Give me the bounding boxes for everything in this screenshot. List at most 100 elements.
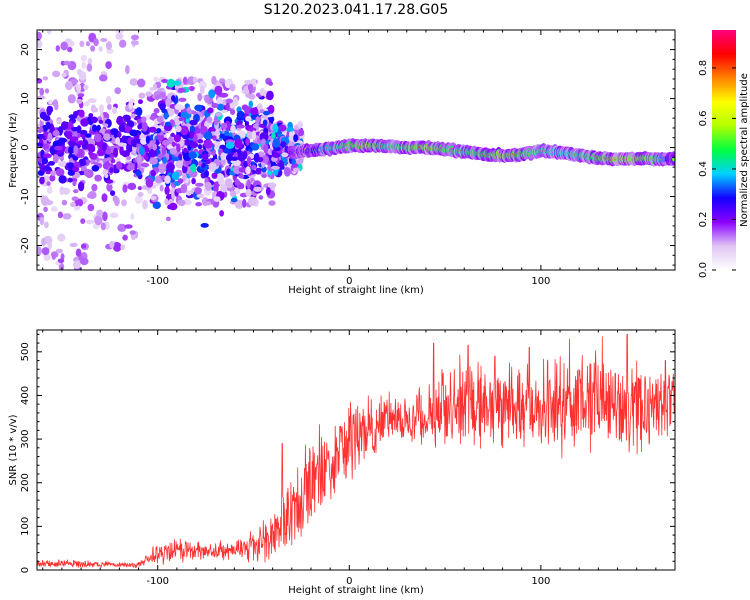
heatmap-cell xyxy=(248,100,254,108)
snr-ytick-label: 300 xyxy=(20,430,31,449)
heatmap-cell xyxy=(161,146,167,156)
heatmap-cell xyxy=(150,195,157,200)
heatmap-cell xyxy=(91,124,98,132)
heatmap-cell xyxy=(218,177,225,186)
heatmap-cell xyxy=(44,175,50,182)
heatmap-cell xyxy=(131,40,139,46)
heatmap-cell xyxy=(67,46,73,53)
heatmap-cell xyxy=(280,141,287,148)
heatmap-cell xyxy=(129,129,139,137)
heatmap-cell xyxy=(197,92,203,102)
heatmap-cell xyxy=(70,136,79,142)
spectrogram-ytick-label: 10 xyxy=(20,92,31,105)
heatmap-cell xyxy=(111,106,117,115)
colorbar-tick-label: 0.4 xyxy=(698,161,709,177)
heatmap-cell xyxy=(88,113,94,118)
heatmap-cell xyxy=(168,202,178,211)
heatmap-cell xyxy=(114,87,121,95)
heatmap-cell xyxy=(62,187,71,195)
heatmap-cell xyxy=(174,104,183,110)
heatmap-cell xyxy=(166,78,176,88)
heatmap-cell xyxy=(84,133,92,138)
heatmap-cell xyxy=(182,172,187,182)
heatmap-cell xyxy=(42,76,49,81)
heatmap-cell xyxy=(159,184,164,192)
heatmap-cell xyxy=(268,81,273,86)
heatmap-cell xyxy=(162,139,170,146)
heatmap-cell xyxy=(177,199,186,207)
heatmap-cell xyxy=(37,78,43,84)
heatmap-cell xyxy=(77,181,85,192)
heatmap-cell xyxy=(238,167,248,173)
heatmap-cell xyxy=(71,196,79,201)
heatmap-cell xyxy=(230,125,236,133)
heatmap-cell xyxy=(259,132,269,142)
heatmap-cell xyxy=(205,201,212,206)
heatmap-cell xyxy=(207,107,214,114)
heatmap-cell xyxy=(270,165,280,170)
heatmap-cell xyxy=(234,178,240,186)
heatmap-cell xyxy=(109,212,119,219)
heatmap-cell xyxy=(208,89,216,99)
heatmap-cell xyxy=(124,224,133,229)
heatmap-cell xyxy=(51,252,57,260)
heatmap-cell xyxy=(189,86,195,92)
heatmap-cell xyxy=(165,216,171,222)
heatmap-cell xyxy=(141,121,148,132)
heatmap-cell xyxy=(109,167,114,174)
snr-series-line xyxy=(37,333,675,569)
heatmap-cell xyxy=(232,165,242,175)
snr-panel: -100 0 100 0 100 200 300 400 500 Height of strai… xyxy=(8,329,676,596)
heatmap-cell xyxy=(68,146,74,155)
heatmap-cell xyxy=(243,160,248,169)
colorbar-label: Normalized spectral amplitude xyxy=(739,73,750,227)
heatmap-cell xyxy=(220,184,228,193)
heatmap-cell xyxy=(216,97,223,106)
heatmap-cell xyxy=(145,135,150,144)
heatmap-cell xyxy=(112,242,122,252)
heatmap-cell xyxy=(115,137,121,145)
heatmap-cell xyxy=(86,143,95,151)
heatmap-cell xyxy=(52,154,59,164)
heatmap-cell xyxy=(105,96,112,105)
heatmap-cell xyxy=(197,144,203,150)
heatmap-cell xyxy=(80,54,88,62)
spectrogram-ytick-label: -10 xyxy=(20,188,31,204)
heatmap-cell xyxy=(41,237,46,247)
heatmap-cell xyxy=(180,183,188,194)
heatmap-cell xyxy=(42,153,52,159)
heatmap-cell xyxy=(114,196,120,207)
colorbar-gradient xyxy=(712,30,736,270)
heatmap-cell xyxy=(142,199,148,210)
heatmap-cell xyxy=(100,222,106,231)
heatmap-cell xyxy=(37,246,42,256)
heatmap-cell xyxy=(171,171,180,181)
heatmap-cell xyxy=(73,161,81,167)
heatmap-cell xyxy=(106,41,112,51)
heatmap-cell xyxy=(122,184,128,193)
heatmap-cell xyxy=(66,162,75,170)
heatmap-cell xyxy=(149,157,158,165)
heatmap-cell xyxy=(262,119,268,127)
heatmap-cell xyxy=(109,240,115,249)
heatmap-cell xyxy=(161,79,169,83)
heatmap-cell xyxy=(77,140,85,146)
heatmap-cell xyxy=(232,96,239,107)
heatmap-cell xyxy=(57,258,65,264)
heatmap-cell xyxy=(248,196,257,207)
heatmap-cell xyxy=(76,98,83,104)
heatmap-cell xyxy=(148,126,157,133)
heatmap-cell xyxy=(171,95,176,102)
heatmap-cell xyxy=(138,92,146,99)
heatmap-cell xyxy=(258,195,264,200)
heatmap-cell xyxy=(188,151,197,159)
heatmap-cell xyxy=(177,87,186,93)
heatmap-cell xyxy=(246,179,251,190)
heatmap-cell xyxy=(162,156,167,164)
heatmap-cell xyxy=(164,175,171,184)
heatmap-cell xyxy=(291,158,297,165)
heatmap-cell xyxy=(219,92,229,98)
heatmap-cell xyxy=(69,242,78,247)
heatmap-cell xyxy=(213,196,221,203)
heatmap-cell xyxy=(37,39,43,49)
